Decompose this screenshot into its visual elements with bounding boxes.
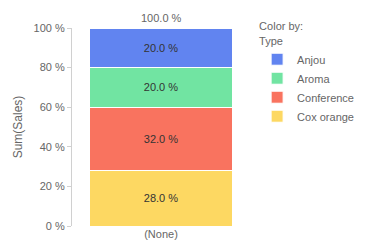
svg-text:100.0 %: 100.0 % [141,12,182,24]
svg-text:100 %: 100 % [34,22,65,34]
svg-text:80 %: 80 % [40,61,65,73]
svg-text:20 %: 20 % [40,180,65,192]
svg-text:20.0 %: 20.0 % [144,81,178,93]
svg-text:Sum(Sales): Sum(Sales) [11,96,25,159]
svg-text:(None): (None) [144,228,178,240]
svg-text:0 %: 0 % [46,220,65,232]
svg-text:28.0 %: 28.0 % [144,192,178,204]
svg-text:20.0 %: 20.0 % [144,42,178,54]
svg-text:Color by:Type: Color by:Type [259,20,303,46]
svg-text:Cox orange: Cox orange [297,111,354,123]
svg-text:60 %: 60 % [40,101,65,113]
svg-text:Anjou: Anjou [297,54,325,66]
svg-text:40 %: 40 % [40,141,65,153]
svg-text:32.0 %: 32.0 % [144,133,178,145]
svg-text:Conference: Conference [297,92,354,104]
svg-text:Aroma: Aroma [297,73,330,85]
